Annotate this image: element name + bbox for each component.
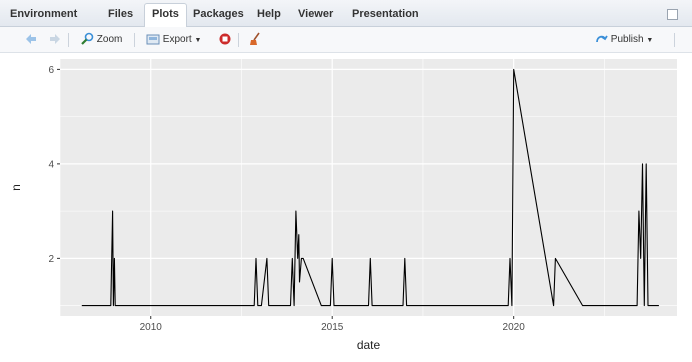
y-axis-label: n bbox=[9, 184, 23, 191]
tab-help[interactable]: Help bbox=[257, 8, 281, 20]
x-tick-label: 2020 bbox=[503, 322, 526, 333]
toolbar-separator bbox=[134, 33, 135, 47]
tab-presentation[interactable]: Presentation bbox=[352, 8, 419, 20]
pane-window-controls[interactable] bbox=[666, 7, 688, 38]
series-line bbox=[81, 68, 659, 307]
plots-toolbar: Zoom Export ▼ Publish ▼ bbox=[0, 27, 692, 53]
y-tick-label: 6 bbox=[48, 65, 54, 76]
forward-button[interactable] bbox=[48, 30, 62, 49]
publish-button[interactable]: Publish ▼ bbox=[594, 30, 653, 49]
plot-panel bbox=[60, 59, 677, 316]
toolbar-separator bbox=[238, 33, 239, 47]
x-tick-label: 2010 bbox=[140, 322, 163, 333]
minimize-icon[interactable] bbox=[667, 9, 678, 20]
axis-tick-labels: 2010 2015 2020 2 4 6 bbox=[48, 65, 525, 333]
back-button[interactable] bbox=[24, 30, 38, 49]
zoom-button[interactable]: Zoom bbox=[80, 30, 122, 49]
tab-plots[interactable]: Plots bbox=[144, 3, 187, 27]
axis-ticks bbox=[57, 68, 515, 319]
arrow-left-icon bbox=[26, 34, 36, 45]
broom-icon bbox=[250, 32, 260, 46]
y-tick-label: 2 bbox=[48, 254, 54, 265]
toolbar-separator bbox=[68, 33, 69, 47]
publish-icon bbox=[596, 35, 608, 43]
export-button[interactable]: Export ▼ bbox=[146, 30, 201, 49]
x-tick-label: 2015 bbox=[321, 322, 344, 333]
dropdown-icon: ▼ bbox=[646, 37, 654, 44]
toolbar-separator bbox=[674, 33, 675, 47]
arrow-right-icon bbox=[50, 34, 60, 45]
zoom-icon bbox=[81, 33, 94, 46]
tab-packages[interactable]: Packages bbox=[193, 8, 244, 20]
plot-canvas: 2010 2015 2020 2 4 6 date n bbox=[9, 59, 677, 352]
stop-icon bbox=[219, 33, 231, 45]
dropdown-icon: ▼ bbox=[194, 37, 202, 44]
export-label: Export bbox=[162, 34, 192, 45]
export-icon bbox=[146, 34, 160, 45]
y-tick-label: 4 bbox=[48, 159, 54, 170]
zoom-label: Zoom bbox=[96, 34, 123, 45]
remove-plot-button[interactable] bbox=[218, 30, 232, 49]
tab-viewer[interactable]: Viewer bbox=[298, 8, 334, 20]
grid-major bbox=[60, 59, 677, 316]
grid-minor bbox=[59, 59, 677, 316]
publish-label: Publish bbox=[610, 34, 644, 45]
clear-plots-button[interactable] bbox=[248, 30, 262, 49]
tab-environment[interactable]: Environment bbox=[10, 8, 78, 20]
pane-tab-bar: Environment Files Plots Packages Help Vi… bbox=[0, 0, 692, 38]
x-axis-label: date bbox=[357, 338, 381, 352]
tab-files[interactable]: Files bbox=[108, 8, 134, 20]
